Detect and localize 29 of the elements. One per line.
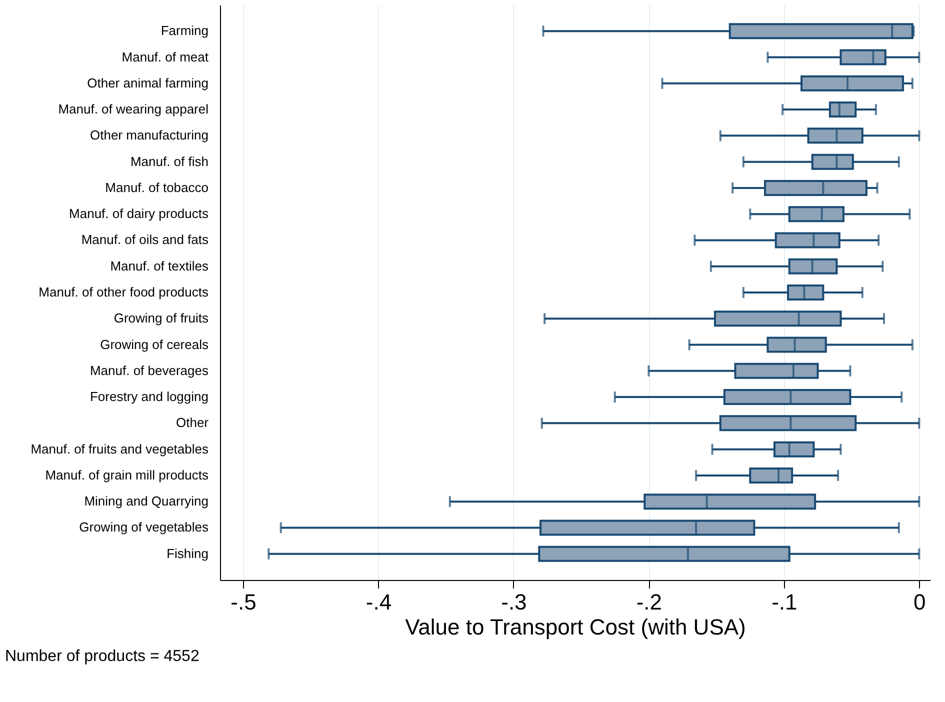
x-tick-label: -.3 bbox=[501, 590, 527, 614]
text: Number of products = 4552 bbox=[5, 648, 200, 665]
y-tick-label: Growing of fruits bbox=[114, 310, 209, 326]
x-axis-title: Value to Transport Cost (with USA) bbox=[405, 614, 746, 640]
y-tick-label: Manuf. of dairy products bbox=[69, 206, 209, 222]
y-tick-label: Forestry and logging bbox=[90, 389, 208, 404]
y-tick-label: Manuf. of meat bbox=[122, 49, 209, 64]
y-tick-label: Manuf. of beverages bbox=[90, 362, 209, 378]
y-tick-label: Other manufacturing bbox=[90, 128, 208, 143]
y-tick-label: Fishing bbox=[166, 546, 208, 561]
x-tick-label: -.5 bbox=[230, 590, 256, 614]
y-tick-label: Manuf. of other food products bbox=[38, 284, 209, 300]
y-tick-label: Farming bbox=[160, 23, 208, 38]
y-tick-label: Manuf. of fruits and vegetables bbox=[30, 441, 209, 456]
y-tick-label: Manuf. of grain mill products bbox=[45, 467, 209, 482]
y-tick-label: Growing of cereals bbox=[100, 336, 209, 352]
x-tick-label: -.4 bbox=[366, 590, 392, 614]
x-tick-label: -.2 bbox=[636, 590, 662, 614]
x-tick-label: 0 bbox=[914, 590, 926, 614]
y-tick-label: Manuf. of textiles bbox=[110, 258, 209, 274]
y-tick-label: Other bbox=[176, 415, 210, 430]
x-tick-label: -.1 bbox=[772, 590, 798, 614]
y-tick-label: Growing of vegetables bbox=[79, 520, 209, 535]
y-tick-label: Manuf. of oils and fats bbox=[81, 232, 209, 248]
y-tick-label: Manuf. of wearing apparel bbox=[58, 102, 209, 117]
y-tick-label: Mining and Quarrying bbox=[84, 494, 208, 509]
y-tick-label: Other animal farming bbox=[87, 75, 208, 90]
y-tick-label: Manuf. of fish bbox=[130, 154, 208, 169]
y-tick-label: Manuf. of tobacco bbox=[105, 180, 208, 195]
